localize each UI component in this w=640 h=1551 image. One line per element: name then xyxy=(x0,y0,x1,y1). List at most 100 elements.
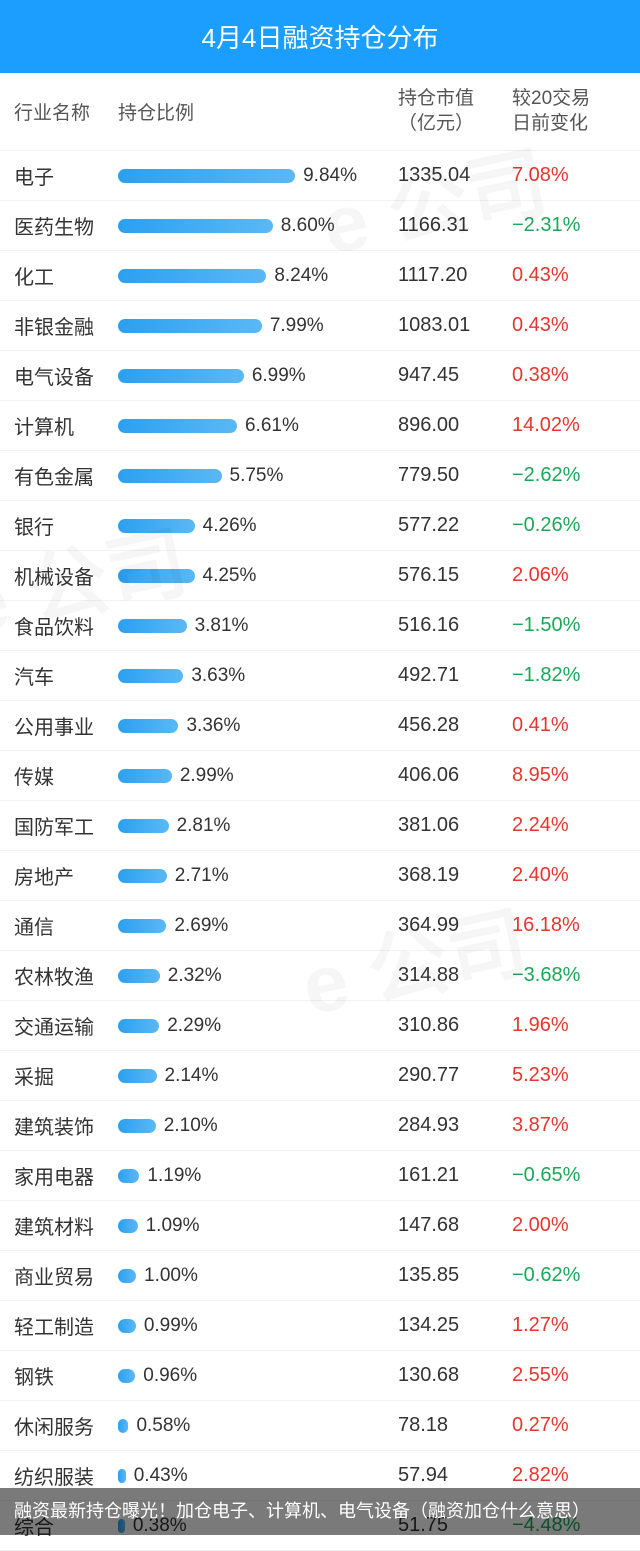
row-name: 钢铁 xyxy=(14,1361,118,1390)
row-value: 947.45 xyxy=(388,364,508,387)
table-row: 非银金融7.99%1083.010.43% xyxy=(0,301,640,351)
row-ratio-bar: 8.60% xyxy=(118,215,388,237)
row-ratio-bar: 2.14% xyxy=(118,1065,388,1087)
row-name: 纺织服装 xyxy=(14,1461,118,1490)
table-row: 国防军工 2.81% 381.062.24% xyxy=(0,801,640,851)
row-value: 516.16 xyxy=(388,614,508,637)
row-ratio-label: 1.19% xyxy=(147,1165,201,1187)
row-change: 2.40% xyxy=(508,864,628,887)
row-change: 0.43% xyxy=(508,264,628,287)
row-ratio-bar: 6.99% xyxy=(118,365,388,387)
row-value: 161.21 xyxy=(388,1164,508,1187)
row-value: 1083.01 xyxy=(388,314,508,337)
row-name: 银行 xyxy=(14,511,118,540)
row-name: 休闲服务 xyxy=(14,1411,118,1440)
bar-fill xyxy=(118,519,195,533)
table-header: 行业名称 持仓比例 持仓市值 （亿元） 较20交易 日前变化 xyxy=(0,73,640,151)
bar-fill xyxy=(118,219,273,233)
row-change: 0.41% xyxy=(508,714,628,737)
row-change: 2.24% xyxy=(508,814,628,837)
row-ratio-label: 4.26% xyxy=(203,515,257,537)
row-ratio-label: 8.24% xyxy=(274,265,328,287)
row-name: 轻工制造 xyxy=(14,1311,118,1340)
row-ratio-bar: 1.19% xyxy=(118,1165,388,1187)
bar-fill xyxy=(118,769,172,783)
row-change: 2.06% xyxy=(508,564,628,587)
row-name: 公用事业 xyxy=(14,711,118,740)
row-ratio-bar: 9.84% xyxy=(118,165,388,187)
row-ratio-bar: 3.63% xyxy=(118,665,388,687)
row-value: 381.06 xyxy=(388,814,508,837)
row-ratio-label: 2.81% xyxy=(177,815,231,837)
row-ratio-label: 6.99% xyxy=(252,365,306,387)
row-ratio-bar: 2.69% xyxy=(118,915,388,937)
row-change: −0.26% xyxy=(508,514,628,537)
row-value: 492.71 xyxy=(388,664,508,687)
row-change: 1.27% xyxy=(508,1314,628,1337)
row-value: 1166.31 xyxy=(388,214,508,237)
bar-fill xyxy=(118,919,166,933)
bar-fill xyxy=(118,969,160,983)
row-ratio-label: 2.10% xyxy=(164,1115,218,1137)
row-ratio-bar: 5.75% xyxy=(118,465,388,487)
row-ratio-label: 0.99% xyxy=(144,1315,198,1337)
bar-fill xyxy=(118,569,195,583)
row-value: 364.99 xyxy=(388,914,508,937)
bar-fill xyxy=(118,1219,138,1233)
row-ratio-bar: 2.81% xyxy=(118,815,388,837)
row-ratio-label: 0.58% xyxy=(136,1415,190,1437)
row-value: 135.85 xyxy=(388,1264,508,1287)
table-row: 公用事业3.36%456.280.41% xyxy=(0,701,640,751)
table-row: 农林牧渔2.32%314.88−3.68% xyxy=(0,951,640,1001)
row-ratio-label: 2.14% xyxy=(165,1065,219,1087)
bar-fill xyxy=(118,169,295,183)
row-change: 2.82% xyxy=(508,1464,628,1487)
row-name: 电气设备 xyxy=(14,361,118,390)
row-value: 1117.20 xyxy=(388,264,508,287)
row-name: 国防军工 xyxy=(14,811,118,840)
table-row: 化工 8.24% 1117.200.43% xyxy=(0,251,640,301)
row-name: 传媒 xyxy=(14,761,118,790)
table-row: 轻工制造0.99%134.251.27% xyxy=(0,1301,640,1351)
row-name: 化工 xyxy=(14,261,118,290)
row-name: 非银金融 xyxy=(14,311,118,340)
row-ratio-bar: 3.36% xyxy=(118,715,388,737)
bar-fill xyxy=(118,469,222,483)
row-ratio-label: 9.84% xyxy=(303,165,357,187)
table-row: 休闲服务0.58%78.180.27% xyxy=(0,1401,640,1451)
row-ratio-bar: 4.26% xyxy=(118,515,388,537)
row-name: 交通运输 xyxy=(14,1011,118,1040)
row-ratio-bar: 8.24% xyxy=(118,265,388,287)
row-value: 368.19 xyxy=(388,864,508,887)
bar-fill xyxy=(118,1319,136,1333)
row-ratio-bar: 1.00% xyxy=(118,1265,388,1287)
table-row: 家用电器1.19%161.21−0.65% xyxy=(0,1151,640,1201)
header-change: 较20交易 日前变化 xyxy=(508,87,628,136)
row-ratio-bar: 3.81% xyxy=(118,615,388,637)
table-row: 汽车3.63%492.71−1.82% xyxy=(0,651,640,701)
row-value: 284.93 xyxy=(388,1114,508,1137)
row-name: 食品饮料 xyxy=(14,611,118,640)
row-name: 家用电器 xyxy=(14,1161,118,1190)
row-ratio-label: 2.71% xyxy=(175,865,229,887)
row-name: 农林牧渔 xyxy=(14,961,118,990)
row-value: 577.22 xyxy=(388,514,508,537)
table-row: 机械设备4.25%576.152.06% xyxy=(0,551,640,601)
bar-fill xyxy=(118,1169,139,1183)
row-change: −2.31% xyxy=(508,214,628,237)
row-ratio-label: 1.00% xyxy=(144,1265,198,1287)
row-ratio-bar: 0.43% xyxy=(118,1465,388,1487)
row-ratio-bar: 6.61% xyxy=(118,415,388,437)
row-change: 0.38% xyxy=(508,364,628,387)
row-ratio-bar: 0.99% xyxy=(118,1315,388,1337)
row-ratio-bar: 2.10% xyxy=(118,1115,388,1137)
table-row: 通信2.69%364.9916.18% xyxy=(0,901,640,951)
row-change: 0.43% xyxy=(508,314,628,337)
bar-fill xyxy=(118,269,266,283)
row-name: 医药生物 xyxy=(14,211,118,240)
page-title: 4月4日融资持仓分布 xyxy=(0,0,640,73)
table-row: 钢铁0.96%130.682.55% xyxy=(0,1351,640,1401)
table-body: 电子9.84%1335.047.08%医药生物8.60%1166.31−2.31… xyxy=(0,151,640,1551)
bar-fill xyxy=(118,1269,136,1283)
row-value: 57.94 xyxy=(388,1464,508,1487)
